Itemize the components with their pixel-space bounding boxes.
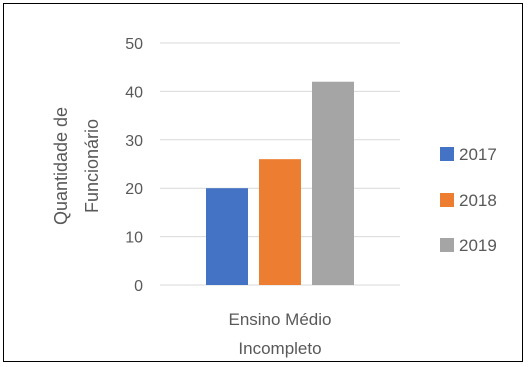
- legend-swatch-2019: [440, 238, 454, 252]
- y-tick-label: 30: [125, 133, 143, 150]
- bar-2017: [206, 188, 248, 285]
- y-tick-label: 50: [125, 36, 143, 53]
- legend-label-2017: 2017: [459, 145, 497, 164]
- x-category-label-line2: Incompleto: [238, 339, 321, 358]
- x-category-label-line1: Ensino Médio: [228, 310, 331, 329]
- bar-2019: [312, 81, 354, 285]
- legend-label-2018: 2018: [459, 191, 497, 210]
- y-tick-label: 10: [125, 230, 143, 247]
- y-tick-label: 0: [134, 278, 143, 295]
- y-tick-label: 20: [125, 181, 143, 198]
- y-axis-title-line1: Quantidade de: [51, 107, 71, 225]
- legend-swatch-2017: [440, 147, 454, 161]
- y-tick-label: 40: [125, 84, 143, 101]
- bars: [206, 81, 354, 285]
- legend-swatch-2018: [440, 193, 454, 207]
- legend-label-2019: 2019: [459, 236, 497, 255]
- gridlines: [160, 42, 400, 286]
- legend: 2017 2018 2019: [440, 145, 497, 255]
- bar-2018: [259, 159, 301, 285]
- y-axis-ticks: 0 10 20 30 40 50: [125, 36, 143, 295]
- y-axis-title-line2: Funcionário: [82, 119, 102, 213]
